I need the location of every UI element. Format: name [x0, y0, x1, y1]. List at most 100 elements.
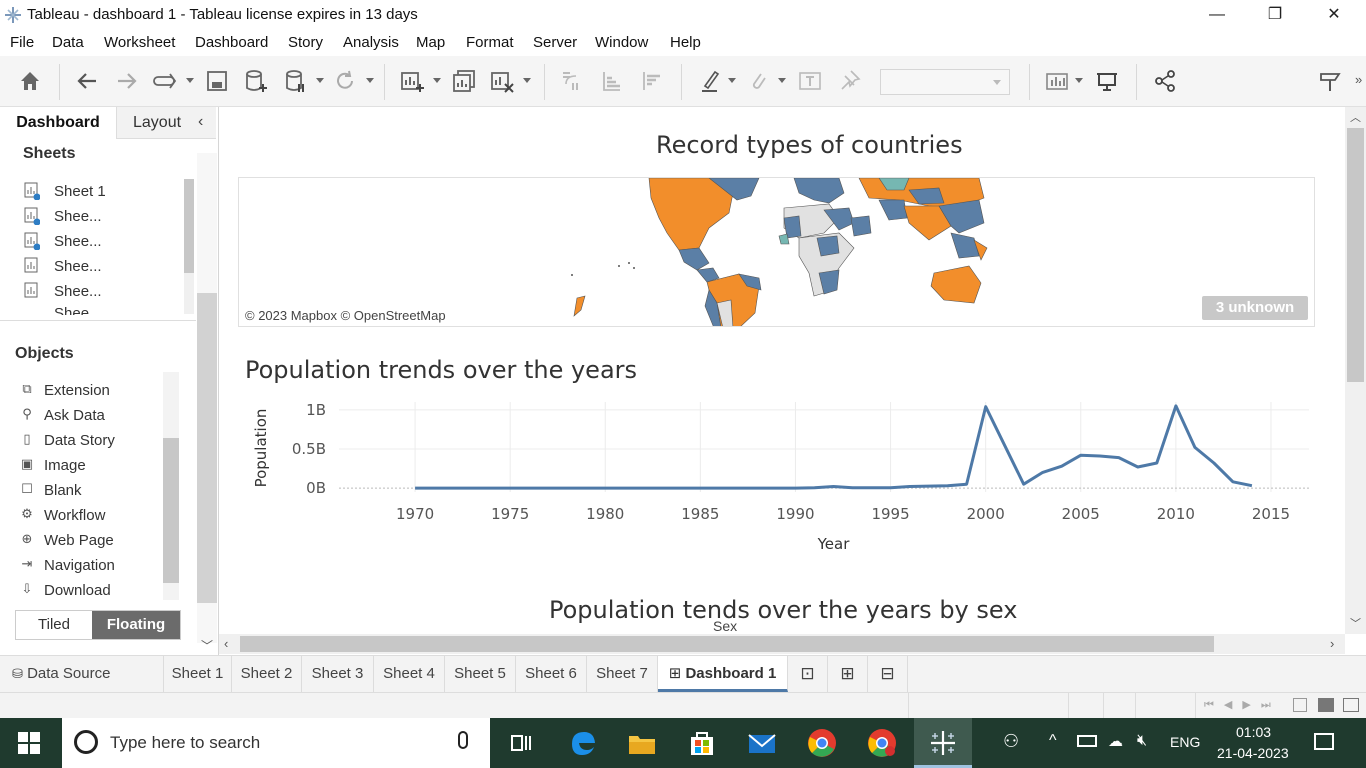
microphone-icon[interactable] — [458, 731, 468, 749]
object-web-page[interactable]: ⊕ Web Page — [18, 529, 114, 551]
sheet-list-item[interactable]: Shee — [24, 305, 184, 315]
chevron-right-icon[interactable]: › — [1330, 636, 1335, 651]
battery-icon[interactable] — [1077, 735, 1097, 747]
show-start-page-icon[interactable] — [1317, 68, 1345, 94]
menu-dashboard[interactable]: Dashboard — [195, 34, 269, 51]
new-data-source-icon[interactable] — [243, 68, 271, 94]
floating-button[interactable]: Floating — [92, 611, 180, 639]
collapse-panel-icon[interactable]: ‹ — [198, 113, 204, 130]
minimize-button[interactable]: — — [1209, 6, 1225, 23]
left-panel-scrollbar[interactable] — [197, 153, 217, 643]
tab-dashboard-1[interactable]: ⊞ Dashboard 1 — [658, 656, 788, 692]
redo-icon[interactable] — [114, 68, 142, 94]
sheet-sorter-icon[interactable] — [1343, 698, 1359, 712]
language-indicator[interactable]: ENG — [1170, 734, 1201, 750]
network-error-icon[interactable]: ☁ — [1108, 733, 1123, 750]
object-navigation[interactable]: ⇥ Navigation — [18, 554, 115, 576]
menu-file[interactable]: File — [10, 34, 35, 51]
tab-sheet-7[interactable]: Sheet 7 — [587, 656, 658, 692]
mail-icon[interactable] — [746, 727, 778, 759]
tab-sheet-2[interactable]: Sheet 2 — [232, 656, 302, 692]
object-blank[interactable]: ☐ Blank — [18, 479, 81, 501]
swap-rows-columns-icon[interactable] — [558, 68, 586, 94]
task-view-icon[interactable] — [506, 727, 538, 759]
scrollbar-thumb[interactable] — [1347, 128, 1364, 382]
show-mark-labels-icon[interactable] — [797, 68, 825, 94]
unknown-values-badge[interactable]: 3 unknown — [1202, 296, 1308, 320]
tab-layout[interactable]: Layout — [116, 107, 216, 139]
fit-dropdown[interactable] — [880, 69, 1010, 95]
tab-sheet-6[interactable]: Sheet 6 — [516, 656, 587, 692]
tableau-taskbar-icon[interactable] — [914, 718, 972, 768]
menu-format[interactable]: Format — [466, 34, 514, 51]
menu-server[interactable]: Server — [533, 34, 578, 51]
menu-data[interactable]: Data — [52, 34, 84, 51]
chevron-down-icon[interactable] — [778, 78, 786, 83]
sheet-list-item[interactable]: Shee... — [24, 254, 102, 278]
tiled-button[interactable]: Tiled — [16, 611, 92, 639]
sort-ascending-icon[interactable] — [598, 68, 626, 94]
tab-dashboard[interactable]: Dashboard — [16, 114, 100, 131]
new-worksheet-icon[interactable] — [399, 68, 427, 94]
menu-story[interactable]: Story — [288, 34, 324, 51]
restore-button[interactable]: ❐ — [1267, 6, 1283, 23]
menu-analysis[interactable]: Analysis — [343, 34, 399, 51]
windows-start-icon[interactable] — [18, 732, 40, 759]
group-members-icon[interactable] — [745, 68, 773, 94]
share-icon[interactable] — [1152, 68, 1180, 94]
clock-time[interactable]: 01:03 — [1236, 724, 1272, 740]
chevron-down-icon[interactable] — [186, 78, 194, 83]
clear-sheet-icon[interactable] — [489, 68, 517, 94]
scrollbar-thumb[interactable] — [240, 636, 1214, 652]
pin-icon[interactable] — [837, 68, 865, 94]
objects-scrollbar[interactable] — [163, 372, 179, 600]
scrollbar-thumb[interactable] — [197, 293, 217, 603]
chevron-down-icon[interactable]: ﹀ — [201, 639, 214, 653]
sheet-list-item[interactable]: Shee... — [24, 204, 102, 228]
tab-sheet-1[interactable]: Sheet 1 — [164, 656, 232, 692]
object-image[interactable]: ▣ Image — [18, 454, 86, 476]
object-workflow[interactable]: ⚙ Workflow — [18, 504, 105, 526]
sort-descending-icon[interactable] — [638, 68, 666, 94]
menu-map[interactable]: Map — [416, 34, 446, 51]
chevron-up-icon[interactable]: ︿ — [1350, 112, 1361, 124]
chevron-down-icon[interactable] — [728, 78, 736, 83]
sheet-list-item[interactable]: Shee... — [24, 229, 102, 253]
chrome-icon[interactable] — [866, 727, 898, 759]
close-button[interactable]: ✕ — [1327, 6, 1341, 23]
undo-icon[interactable] — [74, 68, 102, 94]
object-download[interactable]: ⇩ Download — [18, 579, 111, 601]
chevron-down-icon[interactable] — [523, 78, 531, 83]
edge-browser-icon[interactable] — [567, 727, 599, 759]
horizontal-scrollbar[interactable]: ‹ › — [219, 634, 1345, 654]
chevron-left-icon[interactable]: ‹ — [224, 636, 229, 651]
clock-date[interactable]: 21-04-2023 — [1217, 745, 1289, 761]
new-worksheet-tab-icon[interactable]: ⊡ — [788, 656, 828, 692]
sheet-list-item[interactable]: Shee... — [24, 279, 102, 303]
chevron-down-icon[interactable]: ﹀ — [1350, 618, 1361, 630]
chevron-up-icon[interactable]: ^ — [1049, 732, 1057, 749]
scrollbar-thumb[interactable] — [184, 179, 194, 273]
presentation-mode-icon[interactable] — [1094, 68, 1122, 94]
scrollbar-thumb[interactable] — [163, 438, 179, 583]
volume-muted-icon[interactable]: 🔇︎ — [1137, 732, 1148, 749]
people-icon[interactable]: ⚇ — [1003, 731, 1020, 751]
duplicate-sheet-icon[interactable] — [451, 68, 479, 94]
save-icon[interactable] — [204, 68, 232, 94]
notifications-icon[interactable] — [1314, 733, 1334, 750]
highlight-icon[interactable] — [697, 68, 725, 94]
filmstrip-view-icon[interactable] — [1293, 698, 1307, 712]
toolbar-overflow-icon[interactable]: » — [1355, 72, 1363, 87]
taskbar-search[interactable]: Type here to search — [62, 718, 490, 768]
new-story-tab-icon[interactable]: ⊟ — [868, 656, 908, 692]
tab-navigation-icon[interactable]: ⏮◀▶⏭ — [1204, 699, 1281, 711]
refresh-icon[interactable] — [332, 68, 360, 94]
data-source-tab[interactable]: ⛁ Data Source — [0, 656, 164, 692]
chrome-profile-icon[interactable] — [806, 727, 838, 759]
microsoft-store-icon[interactable] — [686, 727, 718, 759]
new-dashboard-tab-icon[interactable]: ⊞ — [828, 656, 868, 692]
tab-view-icon[interactable] — [1318, 698, 1334, 712]
menu-worksheet[interactable]: Worksheet — [104, 34, 176, 51]
show-me-icon[interactable] — [1044, 68, 1072, 94]
population-line-chart[interactable]: 1970 1975 1980 1985 1990 1995 2000 2005 2010 2015… — [219, 387, 1345, 567]
